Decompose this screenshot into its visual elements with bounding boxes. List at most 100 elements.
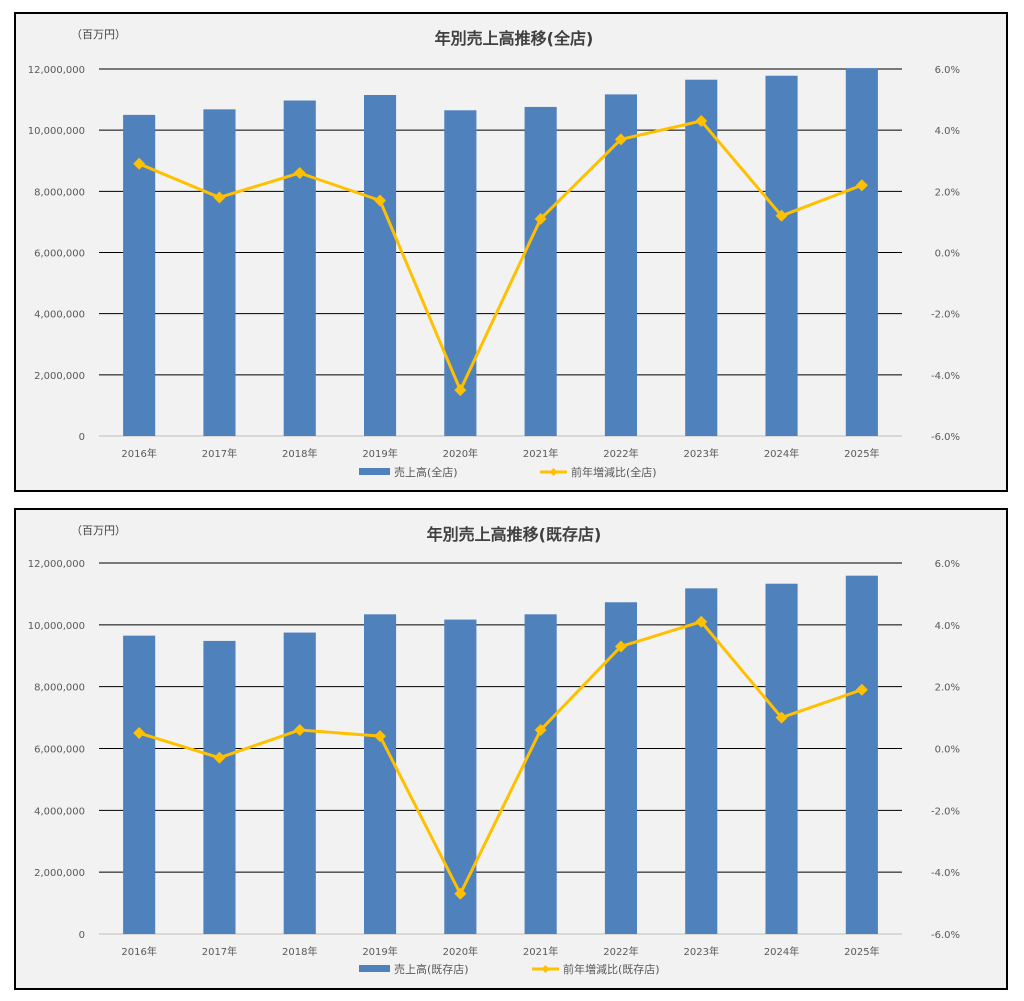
x-axis-tick-label: 2016年	[121, 945, 156, 958]
x-axis-ticks: 2016年 2017年 2018年 2019年 2020年 2021年 2022年 2023年…	[121, 945, 879, 958]
line-point-marker	[293, 166, 306, 179]
right-axis-ticks: -6.0% -4.0% -2.0% 0.0% 2.0% 4.0% 6.0%	[931, 65, 960, 443]
line-point-marker	[855, 179, 868, 192]
left-axis-tick-label: 6,000,000	[34, 249, 85, 260]
legend-bar-swatch	[359, 965, 390, 972]
right-axis-tick-label: -2.0%	[931, 806, 960, 817]
line-point-marker	[374, 730, 387, 743]
line-point-marker	[213, 751, 226, 764]
bar	[363, 614, 397, 934]
legend-bar-label: 売上高(既存店)	[394, 962, 469, 976]
right-axis-tick-label: -4.0%	[931, 371, 960, 382]
chart-title: 年別売上高推移(既存店)	[427, 525, 602, 544]
line-point-marker	[534, 212, 547, 225]
line-point-marker	[213, 191, 226, 204]
unit-label: （百万円）	[71, 524, 126, 537]
line-point-marker	[855, 683, 868, 696]
legend: 売上高(既存店) 前年増減比(既存店)	[359, 962, 660, 976]
bar	[203, 109, 236, 437]
line-point-marker	[454, 384, 467, 397]
legend-bar-label: 売上高(全店)	[394, 465, 458, 479]
line-point-marker	[775, 711, 788, 724]
right-axis-tick-label: 6.0%	[935, 559, 960, 570]
right-axis-tick-label: -2.0%	[931, 310, 960, 321]
line-point-marker	[293, 723, 306, 736]
bar	[685, 79, 718, 437]
line-point-marker	[534, 723, 547, 736]
right-axis-tick-label: -6.0%	[931, 432, 960, 443]
right-axis-tick-label: 6.0%	[935, 65, 960, 76]
left-axis-ticks: 0 2,000,000 4,000,000 6,000,000 8,000,000 10,…	[28, 559, 85, 941]
bar	[363, 94, 397, 436]
bar	[765, 583, 798, 934]
left-axis-tick-label: 10,000,000	[28, 126, 85, 137]
right-axis-tick-label: 2.0%	[935, 187, 960, 198]
right-axis-tick-label: 0.0%	[935, 249, 960, 260]
left-axis-tick-label: 0	[79, 432, 85, 443]
right-axis-tick-label: 2.0%	[935, 683, 960, 694]
left-axis-tick-label: 8,000,000	[34, 187, 85, 198]
left-axis-tick-label: 8,000,000	[34, 683, 85, 694]
line-point-marker	[695, 615, 708, 628]
bar	[845, 575, 878, 934]
x-axis-tick-label: 2025年	[844, 945, 879, 958]
bar	[444, 110, 477, 436]
line-point-marker	[695, 114, 708, 127]
right-axis-tick-label: -6.0%	[931, 930, 960, 941]
left-axis-tick-label: 6,000,000	[34, 745, 85, 756]
left-axis-tick-label: 2,000,000	[34, 371, 85, 382]
x-axis-tick-label: 2021年	[523, 945, 558, 958]
legend-line-label: 前年増減比(全店)	[571, 465, 657, 479]
line-series	[133, 615, 868, 900]
line-point-marker	[614, 133, 627, 146]
line-series	[133, 114, 868, 397]
bar	[685, 588, 718, 934]
x-axis-tick-label: 2017年	[202, 945, 237, 958]
x-axis-tick-label: 2025年	[844, 447, 879, 460]
bar-series	[123, 575, 878, 934]
x-axis-tick-label: 2016年	[121, 447, 156, 460]
bar	[283, 100, 316, 437]
bar	[203, 640, 236, 934]
x-axis-tick-label: 2018年	[282, 945, 317, 958]
x-axis-tick-label: 2019年	[362, 447, 397, 460]
left-axis-tick-label: 10,000,000	[28, 621, 85, 632]
legend-line-label: 前年増減比(既存店)	[563, 962, 660, 976]
bar	[283, 632, 316, 934]
right-axis-tick-label: 0.0%	[935, 745, 960, 756]
chart-panel-existing-stores: （百万円） 年別売上高推移(既存店) 0 2,000,000 4,000,000 6,…	[14, 508, 1008, 990]
x-axis-tick-label: 2024年	[764, 447, 799, 460]
x-axis-tick-label: 2020年	[443, 945, 478, 958]
line-point-marker	[374, 194, 387, 207]
x-axis-ticks: 2016年 2017年 2018年 2019年 2020年 2021年 2022年 2023年…	[121, 447, 879, 460]
bar-series	[123, 68, 878, 437]
left-axis-tick-label: 12,000,000	[28, 65, 85, 76]
left-axis-tick-label: 4,000,000	[34, 310, 85, 321]
left-axis-tick-label: 4,000,000	[34, 806, 85, 817]
chart-panel-all-stores: （百万円） 年別売上高推移(全店) 0 2,000,000 4,000,000 6,0…	[14, 12, 1008, 492]
bar	[524, 614, 557, 934]
bar	[765, 75, 798, 436]
chart-all-stores: （百万円） 年別売上高推移(全店) 0 2,000,000 4,000,000 6,0…	[28, 28, 960, 479]
left-axis-tick-label: 2,000,000	[34, 868, 85, 879]
x-axis-tick-label: 2019年	[362, 945, 397, 958]
chart-existing-stores: （百万円） 年別売上高推移(既存店) 0 2,000,000 4,000,000 6,…	[28, 524, 960, 976]
right-axis-tick-label: 4.0%	[935, 126, 960, 137]
x-axis-tick-label: 2022年	[603, 945, 638, 958]
line-point-marker	[454, 887, 467, 900]
left-axis-tick-label: 0	[79, 930, 85, 941]
line-point-marker	[133, 157, 146, 170]
line-point-marker	[775, 209, 788, 222]
x-axis-tick-label: 2020年	[443, 447, 478, 460]
x-axis-tick-label: 2018年	[282, 447, 317, 460]
legend-line-marker	[541, 965, 550, 973]
bar	[845, 68, 878, 436]
right-axis-ticks: -6.0% -4.0% -2.0% 0.0% 2.0% 4.0% 6.0%	[931, 559, 960, 941]
bar	[123, 635, 156, 934]
bar	[444, 619, 477, 934]
line-point-marker	[614, 640, 627, 653]
series-line	[138, 620, 863, 896]
x-axis-tick-label: 2024年	[764, 945, 799, 958]
left-axis-tick-label: 12,000,000	[28, 559, 85, 570]
series-line	[138, 119, 863, 392]
